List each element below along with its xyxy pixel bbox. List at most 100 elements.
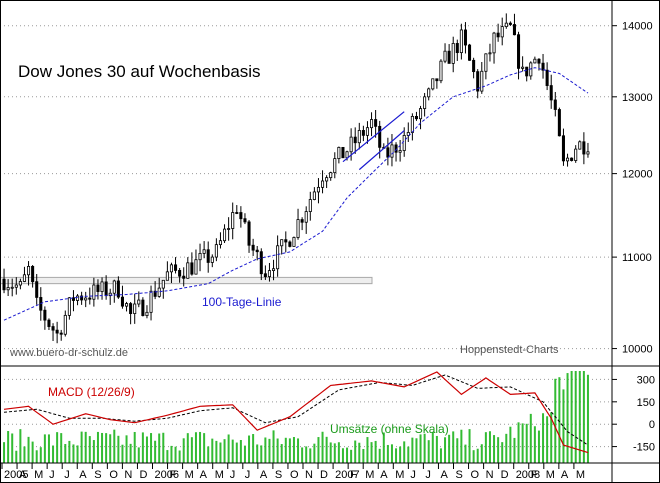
candle-body: [386, 147, 390, 158]
price-candles: [2, 13, 590, 344]
volume-bar: [374, 440, 377, 463]
candle-body: [341, 146, 345, 159]
macd-tick-label: -150: [633, 442, 655, 454]
month-tick-label: M: [215, 469, 224, 481]
source-watermark: www.buero-dr-schulz.de: [9, 347, 128, 359]
support-band-rect: [0, 276, 373, 285]
candle-body: [59, 332, 63, 335]
volume-bar: [203, 433, 206, 463]
candle-body: [198, 253, 202, 261]
candle-body: [439, 60, 443, 82]
volume-bar: [325, 436, 328, 463]
volume-bar: [178, 450, 181, 463]
month-tick-label: M: [34, 469, 43, 481]
month-tick-label: J: [49, 469, 55, 481]
candle-body: [402, 135, 406, 151]
volume-bar: [239, 440, 242, 463]
candle-body: [365, 127, 369, 136]
volume-bar: [43, 434, 46, 463]
volume-bar: [411, 437, 414, 463]
volume-label: Umsätze (ohne Skala): [330, 422, 449, 436]
volume-bar: [194, 432, 197, 463]
candle-body: [10, 286, 14, 289]
volume-bar: [509, 426, 512, 463]
candle-body: [521, 66, 525, 69]
month-tick-label: A: [440, 469, 448, 481]
volume-bar: [452, 431, 455, 463]
month-tick-label: J: [230, 469, 236, 481]
candle-body: [47, 319, 51, 327]
candle-body: [374, 119, 378, 127]
candle-body: [88, 297, 92, 300]
volume-bar: [11, 433, 14, 463]
month-tick-label: A: [79, 469, 87, 481]
volume-bar: [158, 433, 161, 463]
month-tick-label: J: [245, 469, 251, 481]
candle-body: [157, 287, 161, 297]
candle-body: [280, 239, 284, 247]
volume-bar: [448, 434, 451, 463]
candle-body: [582, 141, 586, 155]
chart-title: Dow Jones 30 auf Wochenbasis: [18, 62, 261, 81]
volume-bar: [529, 413, 532, 463]
candle-body: [27, 266, 31, 276]
month-tick-label: 2005: [4, 469, 28, 481]
candle-body: [398, 150, 402, 153]
volume-bar: [276, 438, 279, 463]
candle-body: [235, 212, 239, 214]
month-tick-label: 2007: [335, 469, 359, 481]
candle-body: [6, 287, 10, 291]
volume-bar: [407, 446, 410, 463]
candle-body: [321, 180, 325, 188]
candle-body: [353, 136, 357, 144]
volume-bar: [223, 439, 226, 463]
candle-body: [406, 132, 410, 136]
month-tick-label: D: [320, 469, 328, 481]
candle-body: [361, 130, 365, 136]
candle-body: [22, 274, 26, 282]
volume-bar: [256, 444, 259, 463]
month-tick-label: M: [546, 469, 555, 481]
volume-bar: [219, 442, 222, 463]
volume-bar: [27, 436, 30, 463]
price-tick-label: 12000: [622, 169, 653, 181]
candle-body: [557, 109, 561, 137]
volume-bar: [227, 434, 230, 463]
candle-body: [206, 249, 210, 263]
candle-body: [504, 22, 508, 28]
candle-body: [100, 281, 104, 292]
trend-channel: [342, 111, 405, 171]
volume-bar: [297, 438, 300, 463]
volume-bar: [166, 450, 169, 463]
month-tick-label: O: [109, 469, 118, 481]
candle-body: [14, 284, 18, 288]
candle-body: [141, 299, 145, 316]
volume-bar: [19, 429, 22, 463]
candle-body: [84, 297, 88, 301]
volume-bar: [378, 448, 381, 463]
volume-bar: [15, 450, 18, 463]
candle-body: [447, 50, 451, 64]
candle-body: [394, 144, 398, 153]
volume-bar: [280, 444, 283, 463]
candle-body: [304, 211, 308, 223]
candle-body: [125, 303, 129, 307]
provider-watermark: Hoppenstedt-Charts: [460, 344, 559, 356]
candle-body: [410, 116, 414, 133]
candle-body: [231, 212, 235, 229]
candle-body: [239, 212, 243, 220]
volume-bar: [558, 377, 561, 463]
candle-body: [512, 24, 516, 36]
volume-bar: [207, 446, 210, 463]
volume-bar: [141, 432, 144, 463]
candle-body: [223, 228, 227, 242]
macd-signal-line: [3, 374, 589, 446]
volume-bar: [248, 435, 251, 463]
volume-bar: [582, 371, 585, 463]
volume-bar: [362, 448, 365, 463]
volume-bar: [525, 423, 528, 463]
candle-body: [419, 108, 423, 120]
candle-body: [210, 256, 214, 263]
volume-bar: [480, 444, 483, 463]
